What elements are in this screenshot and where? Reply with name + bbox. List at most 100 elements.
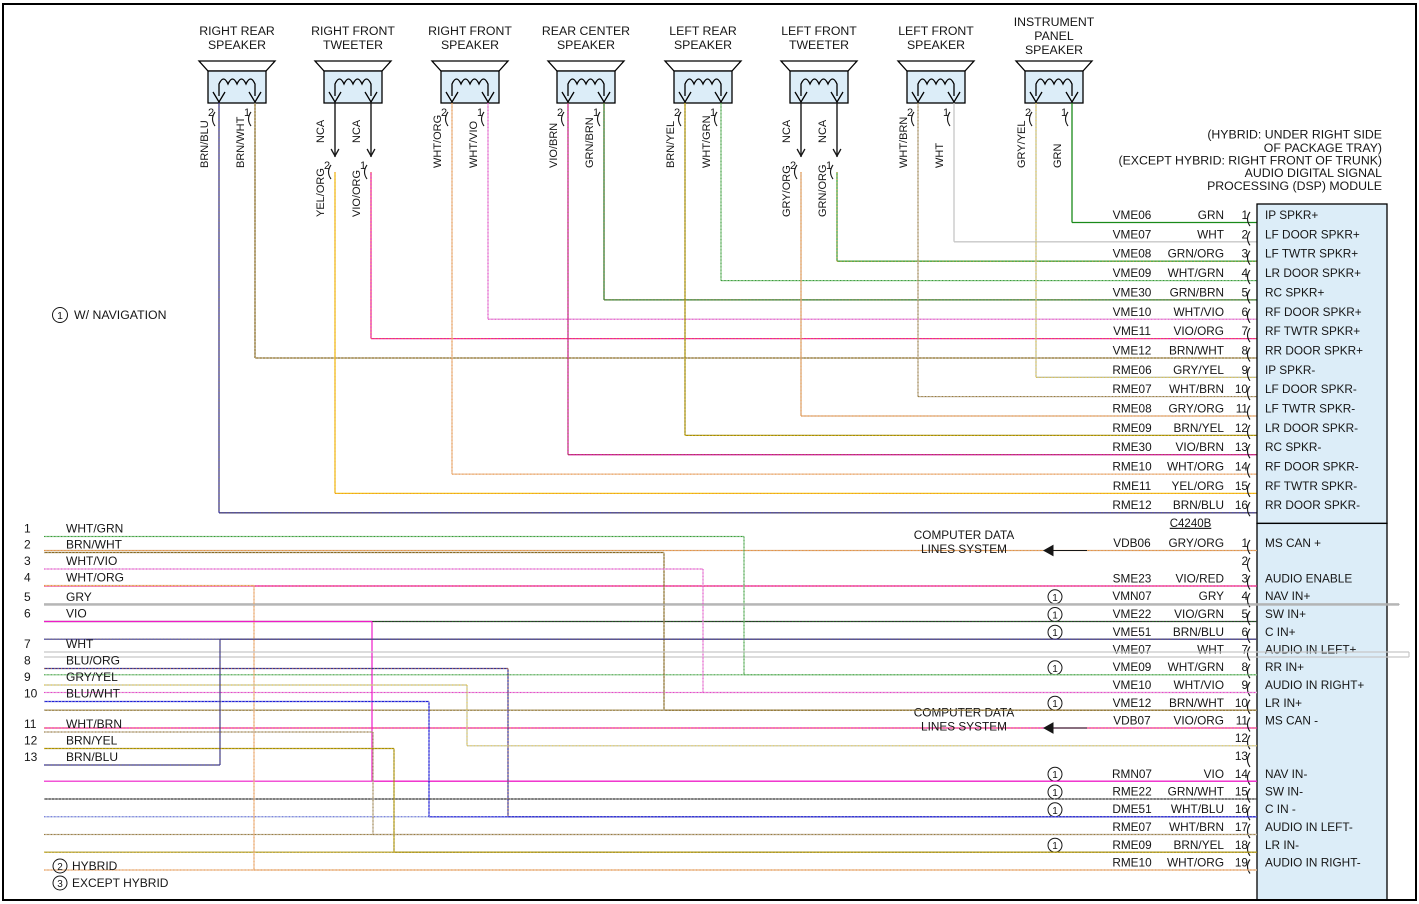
svg-text:VME07: VME07 — [1113, 227, 1152, 241]
svg-text:GRN/BRN: GRN/BRN — [584, 117, 596, 168]
svg-text:RR IN+: RR IN+ — [1265, 660, 1304, 674]
svg-text:NCA: NCA — [315, 119, 327, 143]
svg-text:16: 16 — [1235, 498, 1249, 512]
svg-text:TWEETER: TWEETER — [323, 38, 383, 52]
svg-text:LINES SYSTEM: LINES SYSTEM — [921, 542, 1007, 556]
svg-text:RME11: RME11 — [1113, 479, 1151, 493]
svg-text:VME12: VME12 — [1113, 696, 1152, 710]
svg-text:WHT/VIO: WHT/VIO — [66, 554, 117, 568]
svg-text:VIO/GRN: VIO/GRN — [1174, 607, 1224, 621]
svg-text:VME09: VME09 — [1113, 266, 1152, 280]
svg-text:GRN: GRN — [1052, 144, 1064, 169]
svg-text:BRN/YEL: BRN/YEL — [1174, 838, 1225, 852]
svg-text:GRY/YEL: GRY/YEL — [1173, 363, 1224, 377]
svg-text:12: 12 — [24, 734, 38, 748]
svg-text:1: 1 — [57, 310, 63, 322]
svg-text:BRN/YEL: BRN/YEL — [665, 121, 677, 168]
svg-text:19: 19 — [1235, 856, 1248, 870]
svg-text:NAV IN-: NAV IN- — [1265, 767, 1307, 781]
svg-text:GRN/WHT: GRN/WHT — [1168, 785, 1224, 799]
svg-text:WHT/ORG: WHT/ORG — [432, 115, 444, 168]
svg-text:10: 10 — [1235, 696, 1249, 710]
svg-text:BRN/YEL: BRN/YEL — [1174, 421, 1225, 435]
svg-text:GRN: GRN — [1198, 208, 1224, 222]
svg-text:VMN07: VMN07 — [1112, 589, 1151, 603]
svg-text:BRN/WHT: BRN/WHT — [1169, 344, 1224, 358]
svg-text:SPEAKER: SPEAKER — [208, 38, 266, 52]
svg-text:HYBRID: HYBRID — [72, 859, 118, 873]
svg-text:LF TWTR SPKR+: LF TWTR SPKR+ — [1265, 247, 1358, 261]
svg-text:VIO/ORG: VIO/ORG — [1174, 714, 1224, 728]
svg-text:BRN/BLU: BRN/BLU — [1173, 625, 1224, 639]
svg-text:C IN+: C IN+ — [1265, 625, 1296, 639]
svg-text:14: 14 — [1235, 460, 1249, 474]
svg-text:1: 1 — [1052, 788, 1058, 799]
svg-text:WHT: WHT — [66, 637, 94, 651]
svg-text:AUDIO IN RIGHT+: AUDIO IN RIGHT+ — [1265, 678, 1364, 692]
svg-text:13: 13 — [1235, 749, 1249, 763]
svg-text:5: 5 — [24, 590, 31, 604]
svg-text:15: 15 — [1235, 785, 1249, 799]
svg-text:GRN/ORG: GRN/ORG — [817, 164, 829, 217]
svg-text:VDB07: VDB07 — [1113, 714, 1150, 728]
svg-text:WHT/GRN: WHT/GRN — [1168, 266, 1224, 280]
svg-text:18: 18 — [1235, 838, 1249, 852]
svg-text:AUDIO IN LEFT+: AUDIO IN LEFT+ — [1265, 643, 1357, 657]
svg-text:RME07: RME07 — [1112, 820, 1151, 834]
svg-text:RME07: RME07 — [1112, 382, 1151, 396]
svg-text:1: 1 — [24, 522, 31, 536]
svg-text:RME09: RME09 — [1112, 421, 1151, 435]
svg-text:RF TWTR SPKR+: RF TWTR SPKR+ — [1265, 324, 1360, 338]
svg-text:1: 1 — [1052, 593, 1058, 604]
svg-text:WHT: WHT — [1197, 227, 1224, 241]
svg-text:WHT/BRN: WHT/BRN — [898, 117, 910, 168]
svg-text:AUDIO ENABLE: AUDIO ENABLE — [1265, 572, 1352, 586]
svg-text:SPEAKER: SPEAKER — [907, 38, 965, 52]
svg-text:C4240B: C4240B — [1170, 518, 1212, 530]
svg-text:NCA: NCA — [781, 119, 793, 143]
svg-text:VIO: VIO — [1204, 767, 1224, 781]
svg-text:COMPUTER DATA: COMPUTER DATA — [914, 528, 1015, 542]
svg-text:EXCEPT HYBRID: EXCEPT HYBRID — [72, 876, 169, 890]
svg-text:YEL/ORG: YEL/ORG — [1172, 479, 1224, 493]
svg-text:RME10: RME10 — [1112, 856, 1152, 870]
svg-text:LF DOOR SPKR+: LF DOOR SPKR+ — [1265, 227, 1360, 241]
svg-text:LF TWTR SPKR-: LF TWTR SPKR- — [1265, 402, 1355, 416]
svg-text:LR IN-: LR IN- — [1265, 838, 1299, 852]
svg-text:BLU/ORG: BLU/ORG — [66, 654, 120, 668]
svg-text:VME06: VME06 — [1113, 208, 1152, 222]
svg-text:NCA: NCA — [351, 119, 363, 143]
svg-text:VIO: VIO — [66, 607, 87, 621]
svg-text:1: 1 — [1052, 699, 1058, 710]
svg-text:11: 11 — [1236, 402, 1248, 416]
svg-text:(HYBRID: UNDER RIGHT SIDE: (HYBRID: UNDER RIGHT SIDE — [1207, 128, 1382, 142]
svg-text:10: 10 — [1235, 382, 1249, 396]
svg-text:1: 1 — [1052, 841, 1058, 852]
svg-text:14: 14 — [1235, 767, 1249, 781]
svg-text:MS CAN -: MS CAN - — [1265, 714, 1318, 728]
svg-text:RME10: RME10 — [1112, 460, 1152, 474]
svg-text:RC SPKR-: RC SPKR- — [1265, 440, 1321, 454]
svg-text:MS CAN +: MS CAN + — [1265, 536, 1321, 550]
svg-text:SME23: SME23 — [1113, 572, 1152, 586]
svg-text:LF DOOR SPKR-: LF DOOR SPKR- — [1265, 382, 1357, 396]
svg-text:11: 11 — [24, 717, 37, 731]
svg-text:GRY/ORG: GRY/ORG — [1169, 402, 1225, 416]
svg-text:RME09: RME09 — [1112, 838, 1151, 852]
svg-text:NCA: NCA — [817, 119, 829, 143]
svg-text:BRN/WHT: BRN/WHT — [235, 116, 247, 168]
svg-text:BLU/WHT: BLU/WHT — [66, 687, 121, 701]
svg-text:GRY/ORG: GRY/ORG — [1169, 536, 1225, 550]
svg-text:REAR CENTER: REAR CENTER — [542, 24, 630, 38]
svg-text:GRY/YEL: GRY/YEL — [66, 670, 118, 684]
svg-text:BRN/BLU: BRN/BLU — [66, 750, 118, 764]
svg-text:3: 3 — [57, 879, 63, 890]
svg-text:VIO/BRN: VIO/BRN — [548, 123, 560, 168]
svg-text:SPEAKER: SPEAKER — [1025, 43, 1083, 57]
svg-text:WHT/BLU: WHT/BLU — [1171, 802, 1224, 816]
svg-text:RME30: RME30 — [1112, 440, 1152, 454]
svg-text:WHT: WHT — [934, 143, 946, 168]
svg-text:13: 13 — [24, 750, 38, 764]
svg-text:RME22: RME22 — [1112, 785, 1151, 799]
svg-text:AUDIO IN RIGHT-: AUDIO IN RIGHT- — [1265, 856, 1361, 870]
